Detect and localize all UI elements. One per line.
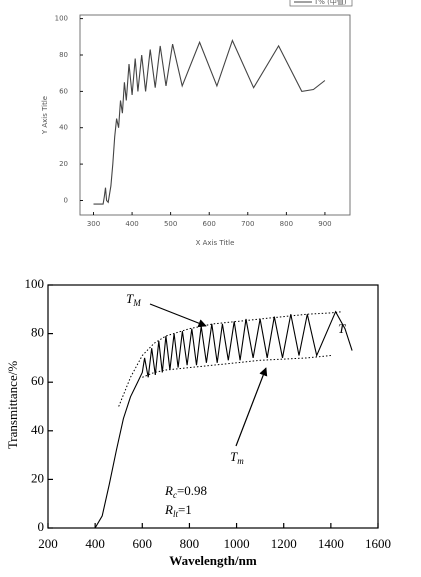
plot-frame (79, 14, 351, 216)
plot-frame (47, 284, 379, 529)
data-line (94, 310, 353, 529)
y-tick-label: 20 (31, 470, 44, 485)
annotation: T (338, 321, 346, 336)
data-line (142, 355, 331, 378)
annotation-sub: c (173, 490, 177, 500)
x-tick-label: 600 (203, 220, 216, 228)
annotation-sub: lt (173, 509, 179, 519)
y-tick-label: 0 (64, 196, 68, 204)
legend-label: T% (中值) (313, 0, 347, 6)
x-axis-title: X Axis Title (196, 239, 235, 247)
annotation-main: T (338, 321, 346, 336)
x-tick-label: 1000 (224, 536, 250, 551)
annotation: Rc=0.98 (164, 483, 207, 500)
annotation-main: T (126, 291, 134, 306)
x-tick-label: 600 (133, 536, 153, 551)
annotation-rest: =0.98 (177, 483, 207, 498)
x-tick-label: 700 (241, 220, 254, 228)
y-tick-label: 0 (38, 519, 45, 534)
y-tick-label: 40 (59, 124, 68, 132)
y-tick-label: 20 (59, 160, 68, 168)
y-axis-title: Transmittance/% (5, 361, 20, 450)
annotation-main: T (230, 449, 238, 464)
y-tick-label: 100 (55, 15, 68, 23)
legend-box (289, 0, 353, 7)
annotation-sub: m (237, 456, 244, 466)
annotation: TM (126, 291, 141, 308)
y-tick-label: 60 (59, 87, 68, 95)
x-tick-label: 200 (38, 536, 58, 551)
x-tick-label: 400 (125, 220, 138, 228)
arrow (235, 367, 268, 447)
x-tick-label: 400 (85, 536, 105, 551)
y-axis-title: Y Axis Title (41, 96, 49, 135)
top-chart: 300 400 500 600 700 800 900 0 20 40 60 80 100 X Axis … (41, 0, 353, 247)
annotation-main: R (164, 483, 173, 498)
bottom-chart: 200 400 600 800 1000 1200 1400 1600 0 20 40 60 80 100… (5, 276, 391, 568)
y-tick-label: 100 (25, 276, 45, 291)
annotation-sub: M (132, 298, 141, 308)
x-tick-label: 500 (164, 220, 177, 228)
x-tick-label: 900 (318, 220, 331, 228)
x-tick-label: 1600 (365, 536, 391, 551)
x-tick-label: 300 (87, 220, 100, 228)
annotation-rest: =1 (178, 502, 192, 517)
x-tick-label: 800 (280, 220, 293, 228)
data-line (93, 39, 326, 205)
x-tick-label: 800 (180, 536, 200, 551)
x-tick-label: 1400 (318, 536, 344, 551)
arrow (149, 303, 207, 328)
annotation: Tm (230, 449, 244, 466)
x-tick-label: 1200 (271, 536, 297, 551)
y-tick-label: 40 (31, 422, 44, 437)
annotation-main: R (164, 502, 173, 517)
data-line (118, 311, 343, 407)
annotation: Rlt=1 (164, 502, 192, 519)
y-tick-label: 80 (59, 51, 68, 59)
y-tick-label: 60 (31, 373, 44, 388)
y-tick-label: 80 (31, 325, 44, 340)
x-axis-title: Wavelength/nm (169, 553, 257, 568)
